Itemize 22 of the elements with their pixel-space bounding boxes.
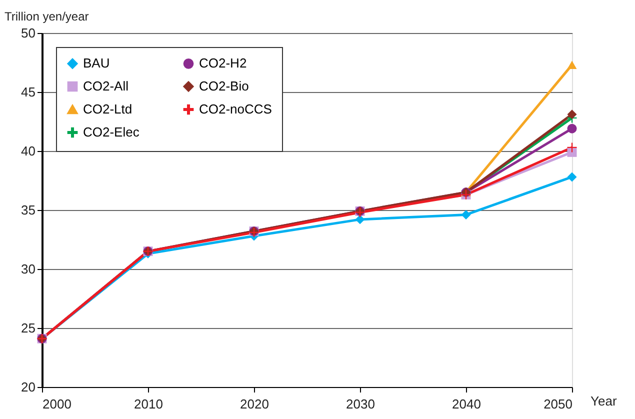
x-tick-label: 2020 bbox=[240, 396, 269, 412]
y-tick-label: 35 bbox=[21, 202, 36, 218]
legend-label: CO2-Bio bbox=[199, 78, 249, 94]
legend-label: CO2-H2 bbox=[199, 56, 247, 71]
legend-label: CO2-noCCS bbox=[199, 102, 272, 116]
y-tick-label: 40 bbox=[21, 144, 36, 158]
legend-label: BAU bbox=[83, 56, 110, 71]
x-tick-label: 2040 bbox=[452, 396, 481, 412]
x-tick-label: 2050 bbox=[544, 396, 572, 412]
x-tick-label: 2010 bbox=[134, 396, 163, 412]
y-tick-label: 20 bbox=[21, 380, 36, 394]
y-tick-label: 30 bbox=[21, 262, 36, 276]
x-tick-label: 2030 bbox=[346, 396, 375, 412]
y-tick-label: 50 bbox=[21, 26, 36, 40]
y-tick-label: 25 bbox=[21, 320, 36, 336]
legend-label: CO2-Ltd bbox=[83, 102, 132, 116]
legend-label: CO2-All bbox=[83, 78, 129, 94]
x-axis-title: Year bbox=[590, 394, 618, 408]
x-tick-label: 2000 bbox=[42, 396, 72, 412]
y-tick-label: 45 bbox=[21, 84, 36, 100]
legend-label: CO2-Elec bbox=[83, 124, 140, 140]
y-axis-title: Trillion yen/year bbox=[4, 10, 89, 24]
